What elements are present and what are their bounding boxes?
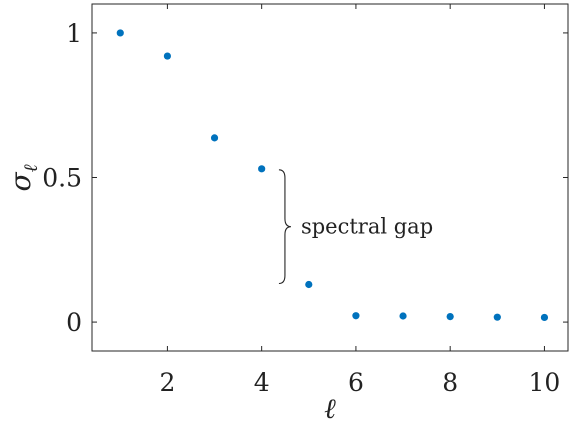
y-tick-label: 1 (66, 19, 82, 48)
data-point (163, 52, 172, 60)
y-ticks: 00.51 (42, 19, 568, 337)
x-tick-label: 10 (529, 368, 561, 397)
y-tick-label: 0 (66, 308, 82, 337)
spectral-gap-annotation: spectral gap (278, 169, 433, 285)
y-axis-label-subscript: ℓ (20, 164, 42, 172)
data-markers (116, 29, 549, 322)
data-point (116, 29, 124, 37)
x-tick-label: 6 (348, 368, 364, 397)
x-tick-label: 8 (442, 368, 458, 397)
x-tick-label: 2 (159, 368, 175, 397)
data-point (305, 280, 313, 289)
spectral-gap-brace (278, 169, 291, 285)
plot-area (91, 3, 569, 352)
y-axis-label: σℓ (4, 164, 42, 191)
data-point (399, 312, 407, 320)
svg-text:σℓ: σℓ (4, 164, 42, 191)
data-point (493, 313, 501, 321)
y-tick-label: 0.5 (42, 164, 82, 193)
data-point (258, 165, 266, 173)
x-ticks: 2 4 6 8 10 (159, 4, 560, 397)
data-point (352, 312, 360, 320)
x-tick-label: 4 (254, 368, 270, 397)
spectral-gap-label: spectral gap (301, 215, 433, 239)
data-point (446, 312, 454, 321)
y-axis-label-symbol: σ (4, 172, 37, 192)
data-point (540, 313, 549, 322)
data-point (210, 134, 219, 142)
x-axis-label: ℓ (324, 392, 336, 425)
